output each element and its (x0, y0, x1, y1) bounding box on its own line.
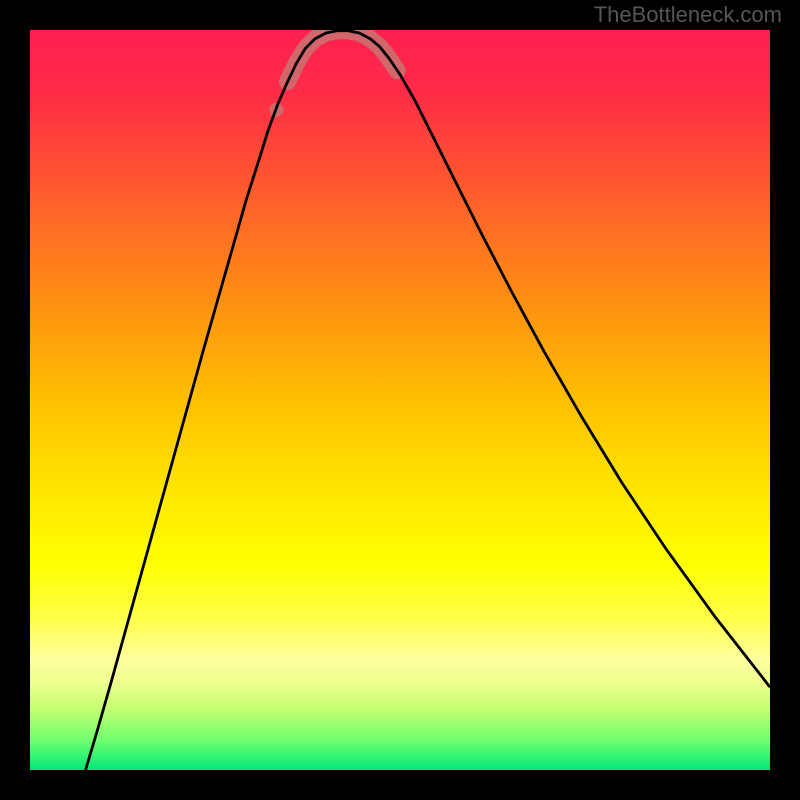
plot-area (30, 30, 770, 770)
watermark-text: TheBottleneck.com (594, 2, 782, 28)
gradient-rect (30, 30, 770, 770)
gradient-background (30, 30, 770, 770)
